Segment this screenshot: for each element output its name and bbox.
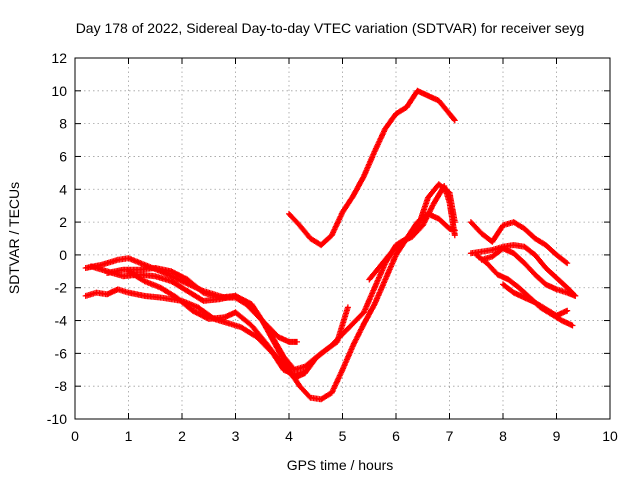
x-tick-label: 3 <box>232 428 240 444</box>
x-tick-label: 1 <box>125 428 133 444</box>
x-tick-label: 7 <box>446 428 454 444</box>
y-tick-label: 0 <box>59 247 67 263</box>
y-axis-label: SDTVAR / TECUs <box>6 182 22 294</box>
x-tick-label: 0 <box>71 428 79 444</box>
y-tick-label: -10 <box>47 411 67 427</box>
y-tick-label: -6 <box>55 345 68 361</box>
x-tick-label: 6 <box>392 428 400 444</box>
series-markers <box>467 219 571 267</box>
y-tick-label: 10 <box>51 83 67 99</box>
y-tick-label: 8 <box>59 116 67 132</box>
series-track-7 <box>366 183 458 283</box>
plot-frame <box>74 57 611 420</box>
x-axis-label: GPS time / hours <box>287 457 394 473</box>
x-tick-label: 5 <box>339 428 347 444</box>
y-tick-label: -8 <box>55 378 68 394</box>
series-markers <box>478 245 579 299</box>
x-tick-label: 9 <box>553 428 561 444</box>
series-markers <box>467 242 579 299</box>
x-tick-label: 8 <box>499 428 507 444</box>
y-tick-label: 2 <box>59 214 67 230</box>
x-tick-label: 10 <box>602 428 618 444</box>
y-tick-labels: -10 -8 -6 -4 -2 0 2 4 6 8 10 12 <box>47 50 67 427</box>
y-tick-label: -4 <box>55 313 68 329</box>
y-tick-label: 6 <box>59 148 67 164</box>
series-track-6 <box>286 87 458 249</box>
series-track-9 <box>467 242 579 299</box>
series-markers <box>366 183 458 283</box>
series-track-12 <box>500 281 571 319</box>
y-tick-label: -2 <box>55 280 68 296</box>
x-tick-labels: 0 1 2 3 4 5 6 7 8 9 10 <box>71 428 618 444</box>
series-markers <box>286 87 458 249</box>
y-tick-label: 4 <box>59 181 67 197</box>
x-tick-label: 2 <box>178 428 186 444</box>
series-markers <box>500 281 571 319</box>
y-tick-label: 12 <box>51 50 67 66</box>
series-track-11 <box>478 245 579 299</box>
chart-title: Day 178 of 2022, Sidereal Day-to-day VTE… <box>76 20 585 36</box>
series-track-8 <box>467 219 571 267</box>
x-tick-label: 4 <box>285 428 293 444</box>
plot-area <box>82 87 579 403</box>
